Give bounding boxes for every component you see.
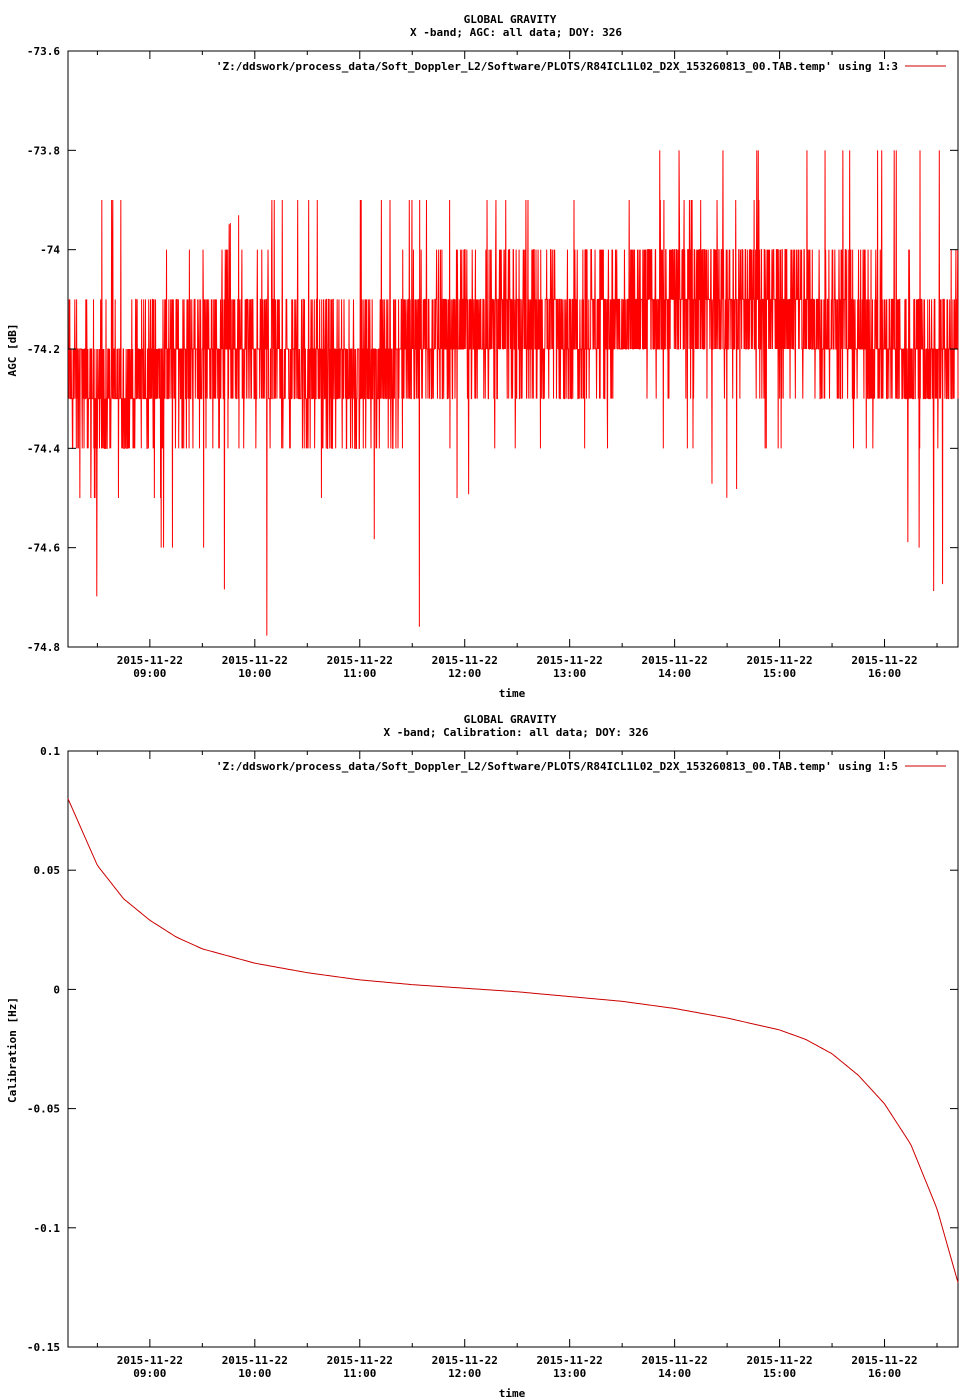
x-axis-label: time	[499, 1387, 526, 1400]
legend: 'Z:/ddswork/process_data/Soft_Doppler_L2…	[216, 60, 946, 73]
x-tick-time-label: 16:00	[868, 1367, 901, 1380]
y-tick-label: 0	[53, 983, 60, 996]
agc-series-line	[68, 150, 959, 636]
x-tick-time-label: 14:00	[658, 667, 691, 680]
chart-subtitle: X -band; AGC: all data; DOY: 326	[410, 26, 622, 39]
x-tick-time-label: 13:00	[553, 1367, 586, 1380]
y-tick-label: -0.1	[34, 1222, 61, 1235]
x-tick-time-label: 12:00	[448, 1367, 481, 1380]
x-tick-time-label: 10:00	[238, 667, 271, 680]
chart-subtitle: X -band; Calibration: all data; DOY: 326	[384, 726, 649, 739]
y-tick-label: -74	[40, 244, 60, 257]
x-tick-time-label: 09:00	[133, 667, 166, 680]
calibration-chart: GLOBAL GRAVITY X -band; Calibration: all…	[6, 713, 959, 1400]
y-axis-label: AGC [dB]	[6, 324, 19, 377]
y-tick-label: -0.05	[27, 1103, 60, 1116]
y-axis-label: Calibration [Hz]	[6, 997, 19, 1103]
y-tick-label: -0.15	[27, 1341, 60, 1354]
legend-label: 'Z:/ddswork/process_data/Soft_Doppler_L2…	[216, 760, 898, 773]
calibration-series-line	[67, 798, 959, 1283]
y-tick-label: 0.05	[34, 864, 61, 877]
x-axis-label: time	[499, 687, 526, 700]
y-axis-ticks: -73.6 -73.8 -74 -74.2 -74.4 -74.6 -74.8	[27, 45, 958, 654]
x-tick-date-label: 2015-11-22	[432, 1354, 498, 1367]
y-tick-label: -74.6	[27, 542, 60, 555]
y-tick-label: -74.8	[27, 641, 60, 654]
plot-area	[67, 798, 959, 1283]
x-tick-date-label: 2015-11-22	[537, 654, 603, 667]
x-tick-date-label: 2015-11-22	[117, 654, 183, 667]
x-tick-time-label: 15:00	[763, 1367, 796, 1380]
y-tick-label: -74.2	[27, 343, 60, 356]
x-tick-date-label: 2015-11-22	[222, 1354, 288, 1367]
x-tick-time-label: 15:00	[763, 667, 796, 680]
y-tick-label: 0.1	[40, 745, 60, 758]
x-tick-date-label: 2015-11-22	[746, 1354, 812, 1367]
y-tick-label: -74.4	[27, 442, 60, 455]
x-tick-date-label: 2015-11-22	[642, 654, 708, 667]
x-tick-date-label: 2015-11-22	[642, 1354, 708, 1367]
x-tick-time-label: 09:00	[133, 1367, 166, 1380]
x-tick-date-label: 2015-11-22	[432, 654, 498, 667]
x-tick-date-label: 2015-11-22	[327, 1354, 393, 1367]
calibration-chart-panel: GLOBAL GRAVITY X -band; Calibration: all…	[0, 700, 980, 1400]
x-tick-date-label: 2015-11-22	[327, 654, 393, 667]
x-tick-time-label: 14:00	[658, 1367, 691, 1380]
x-tick-time-label: 11:00	[343, 1367, 376, 1380]
y-tick-label: -73.6	[27, 45, 60, 58]
x-axis-ticks: 2015-11-2209:002015-11-2210:002015-11-22…	[96, 51, 938, 680]
x-tick-time-label: 11:00	[343, 667, 376, 680]
x-tick-time-label: 10:00	[238, 1367, 271, 1380]
agc-chart-panel: GLOBAL GRAVITY X -band; AGC: all data; D…	[6, 13, 959, 700]
x-tick-date-label: 2015-11-22	[537, 1354, 603, 1367]
y-tick-label: -73.8	[27, 144, 60, 157]
x-tick-date-label: 2015-11-22	[851, 654, 917, 667]
x-axis-ticks: 2015-11-2209:002015-11-2210:002015-11-22…	[96, 751, 938, 1380]
x-tick-date-label: 2015-11-22	[746, 654, 812, 667]
x-tick-date-label: 2015-11-22	[117, 1354, 183, 1367]
x-tick-time-label: 13:00	[553, 667, 586, 680]
legend-label: 'Z:/ddswork/process_data/Soft_Doppler_L2…	[216, 60, 898, 73]
x-tick-date-label: 2015-11-22	[222, 654, 288, 667]
agc-chart: GLOBAL GRAVITY X -band; AGC: all data; D…	[6, 13, 959, 700]
plot-area	[68, 150, 959, 636]
x-tick-time-label: 16:00	[868, 667, 901, 680]
x-tick-date-label: 2015-11-22	[851, 1354, 917, 1367]
chart-title: GLOBAL GRAVITY	[464, 13, 557, 26]
y-axis-ticks: 0.1 0.05 0 -0.05 -0.1 -0.15	[27, 745, 958, 1354]
chart-title: GLOBAL GRAVITY	[464, 713, 557, 726]
x-tick-time-label: 12:00	[448, 667, 481, 680]
plot-frame	[67, 750, 959, 1348]
legend: 'Z:/ddswork/process_data/Soft_Doppler_L2…	[216, 760, 946, 773]
